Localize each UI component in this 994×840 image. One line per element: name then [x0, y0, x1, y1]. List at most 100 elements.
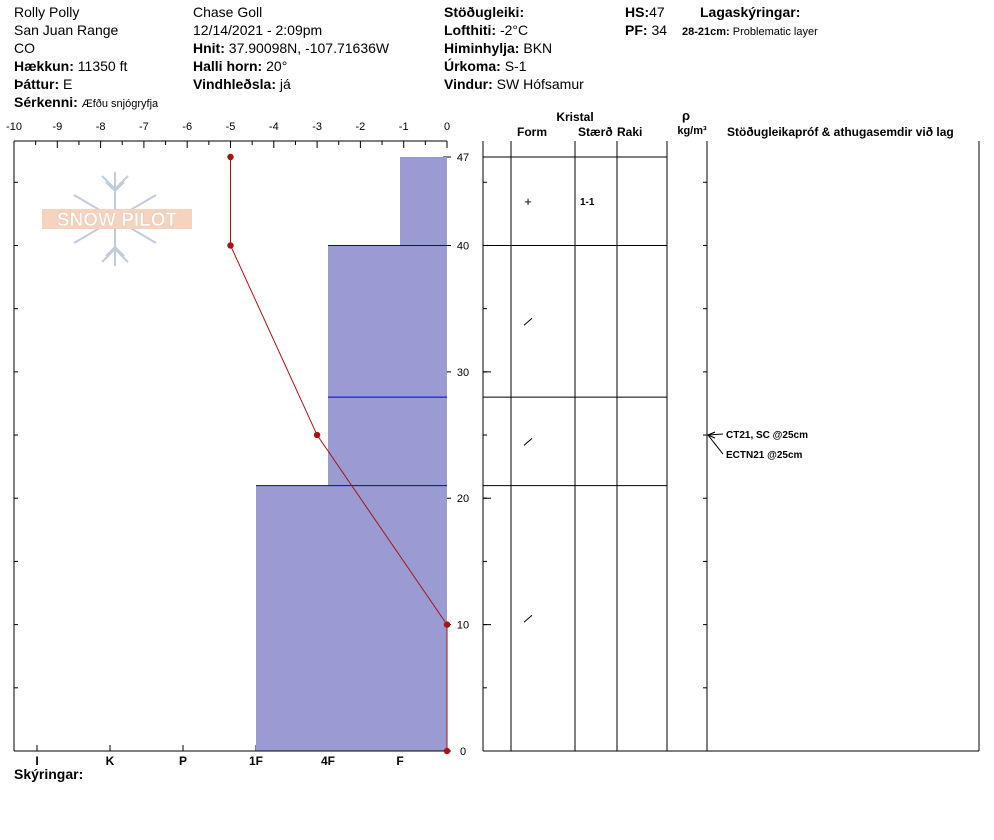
sky-value: BKN: [523, 40, 553, 56]
temp-tick-label: -8: [96, 121, 106, 133]
test-arrowhead: [706, 431, 716, 439]
air-temp: Lofthiti: -2°C: [444, 21, 528, 39]
coords-label: Hnit:: [193, 40, 225, 56]
temp-tick-label: -9: [52, 121, 62, 133]
depth-tick-label: 20: [457, 493, 469, 505]
form-symbol: [523, 437, 533, 446]
hardness-bars: [256, 157, 447, 751]
elevation-label: Hækkun:: [14, 58, 74, 74]
pf: PF: 34: [625, 21, 667, 39]
form-symbol: +: [524, 194, 532, 209]
temp-tick-label: 0: [444, 121, 450, 133]
features-label: Sérkenni:: [14, 94, 78, 110]
layer-note-range: 28-21cm:: [682, 26, 730, 38]
wind-value: SW Hófsamur: [496, 76, 584, 92]
stability-tests: CT21, SC @25cm ECTN21 @25cm: [706, 430, 808, 461]
form-symbol: [523, 317, 533, 326]
hardness-tick-label: K: [106, 754, 115, 768]
temperature-axis: -10 -9 -8 -7 -6 -5 -4 -3 -2 -1 0: [6, 121, 450, 148]
test-label: CT21, SC @25cm: [726, 430, 808, 441]
crystal-header: Kristal: [556, 110, 593, 124]
chart-frame: [13, 141, 447, 752]
hardness-tick-label: 1F: [249, 754, 263, 768]
wind: Vindur: SW Hófsamur: [444, 75, 584, 93]
date-time: 12/14/2021 - 2:09pm: [193, 22, 323, 38]
air-temp-value: -2°C: [499, 22, 529, 38]
wind-loading-label: Vindhleðsla:: [193, 76, 276, 92]
logo-text: SNOW PILOT: [57, 210, 178, 231]
hs-value: 47: [649, 4, 665, 20]
features: Sérkenni: Æfðu snjógryfja: [14, 93, 158, 113]
temp-tick-label: -7: [139, 121, 149, 133]
hardness-bar: [400, 157, 447, 246]
moisture-header: Raki: [617, 125, 642, 139]
precip-value: S-1: [504, 58, 527, 74]
range-name: San Juan Range: [14, 22, 119, 38]
layer-notes-label: Lagaskýringar:: [700, 4, 801, 20]
hardness-bar: [328, 245, 447, 398]
size-value: 1-1: [580, 197, 595, 208]
size-header: Stærð: [578, 125, 613, 139]
temp-point: [227, 242, 234, 249]
density-symbol: ρ: [682, 108, 690, 123]
temp-tick-label: -6: [182, 121, 192, 133]
temp-tick-label: -2: [356, 121, 366, 133]
hs: HS:47: [625, 3, 665, 21]
notes-label: Skýringar:: [14, 766, 84, 782]
temp-tick-label: -3: [312, 121, 322, 133]
pf-value: 34: [651, 22, 668, 38]
test-label: ECTN21 @25cm: [726, 450, 803, 461]
aspect-label: Þáttur:: [14, 76, 60, 92]
temp-point: [227, 153, 234, 161]
hardness-tick-label: F: [396, 754, 403, 768]
temperature-profile: [227, 153, 451, 755]
temp-tick-label: -1: [399, 121, 409, 133]
depth-tick-label: 0: [460, 746, 466, 758]
temp-point: [443, 747, 451, 755]
hardness-tick-label: I: [35, 754, 38, 768]
stability: Stöðugleiki:: [444, 3, 524, 21]
hardness-tick-label: 4F: [321, 754, 335, 768]
depth-tick-label: 40: [457, 240, 469, 252]
temp-tick-label: -4: [269, 121, 279, 133]
hardness-tick-label: P: [179, 754, 187, 768]
elevation-value: 11350 ft: [77, 58, 128, 74]
slope-value: 20°: [266, 58, 288, 74]
slope-label: Halli horn:: [193, 58, 263, 74]
slope-angle: Halli horn: 20°: [193, 57, 287, 75]
coords-value: 37.90098N, -107.71636W: [228, 40, 390, 56]
depth-tick-label: 47: [457, 152, 469, 164]
form-symbol: [523, 614, 533, 623]
hs-label: HS:: [625, 4, 650, 20]
layer-note-text: Problematic layer: [732, 26, 818, 38]
density-unit: kg/m³: [677, 125, 707, 137]
precipitation: Úrkoma: S-1: [444, 57, 526, 75]
logo-banner: [42, 209, 192, 229]
depth-tick-label: 10: [457, 620, 469, 632]
form-header: Form: [517, 125, 547, 139]
layer-note: 28-21cm: Problematic layer: [682, 23, 818, 41]
temp-tick-label: -5: [226, 121, 236, 133]
precip-label: Úrkoma:: [444, 58, 501, 74]
stability-label: Stöðugleiki:: [444, 4, 525, 20]
snowpilot-logo: SNOW PILOT: [42, 172, 192, 266]
hardness-bar: [328, 397, 447, 486]
features-value: Æfðu snjógryfja: [81, 98, 159, 110]
depth-tick-label: 30: [457, 367, 469, 379]
wind-loading: Vindhleðsla: já: [193, 75, 291, 93]
temp-point: [313, 431, 321, 439]
aspect: Þáttur: E: [14, 75, 72, 93]
tests-header: Stöðugleikapróf & athugasemdir við lag: [727, 125, 954, 139]
hardness-bar: [256, 485, 447, 751]
aspect-value: E: [63, 76, 73, 92]
test-pointer: [707, 433, 724, 436]
sky-label: Himinhylja:: [444, 40, 520, 56]
pf-label: PF:: [625, 22, 648, 38]
layer-table: Kristal Form Stærð Raki ρ kg/m³ Stöðugleikapró…: [482, 108, 980, 752]
wind-label: Vindur:: [444, 76, 493, 92]
observer-name: Chase Goll: [193, 4, 263, 20]
wind-loading-value: já: [279, 76, 291, 92]
location-name: Rolly Polly: [14, 4, 80, 20]
elevation: Hækkun: 11350 ft: [14, 57, 127, 75]
